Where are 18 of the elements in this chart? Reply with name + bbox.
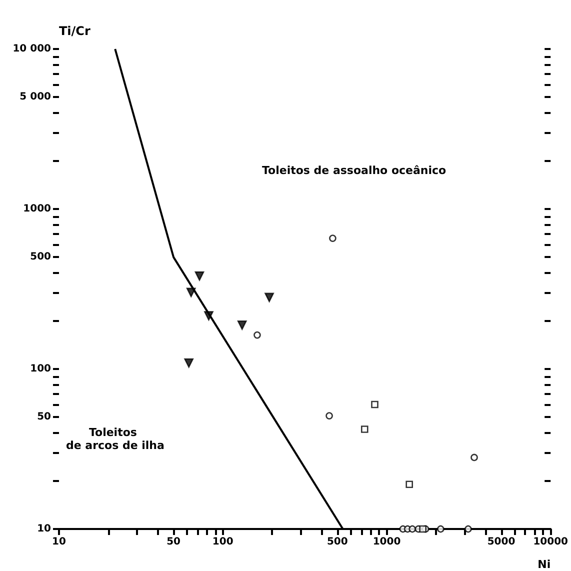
y-tick-label: 5 000 <box>20 92 52 103</box>
annotation: Toleitos de assoalho oceânico <box>262 164 447 177</box>
annotation: Toleitos de arcos de ilha <box>66 426 164 452</box>
x-tick-label: 1000 <box>372 536 401 548</box>
y-tick-label: 100 <box>30 364 52 374</box>
x-tick-label: 100 <box>212 536 234 548</box>
y-tick-label: 1000 <box>23 204 52 214</box>
y-tick-label: 10 000 <box>12 44 52 54</box>
x-tick-label: 50 <box>166 536 181 548</box>
x-tick-label: 500 <box>326 536 348 548</box>
y-tick-label: 50 <box>37 412 52 423</box>
x-tick-label: 5000 <box>487 536 516 548</box>
y-axis-title: Ti/Cr <box>59 24 90 38</box>
y-tick-label: 10 <box>37 524 52 534</box>
x-tick-label: 10000 <box>533 536 568 548</box>
x-axis-title: Ni <box>538 558 551 571</box>
x-tick-label: 10 <box>52 536 66 548</box>
y-tick-label: 500 <box>30 252 52 263</box>
